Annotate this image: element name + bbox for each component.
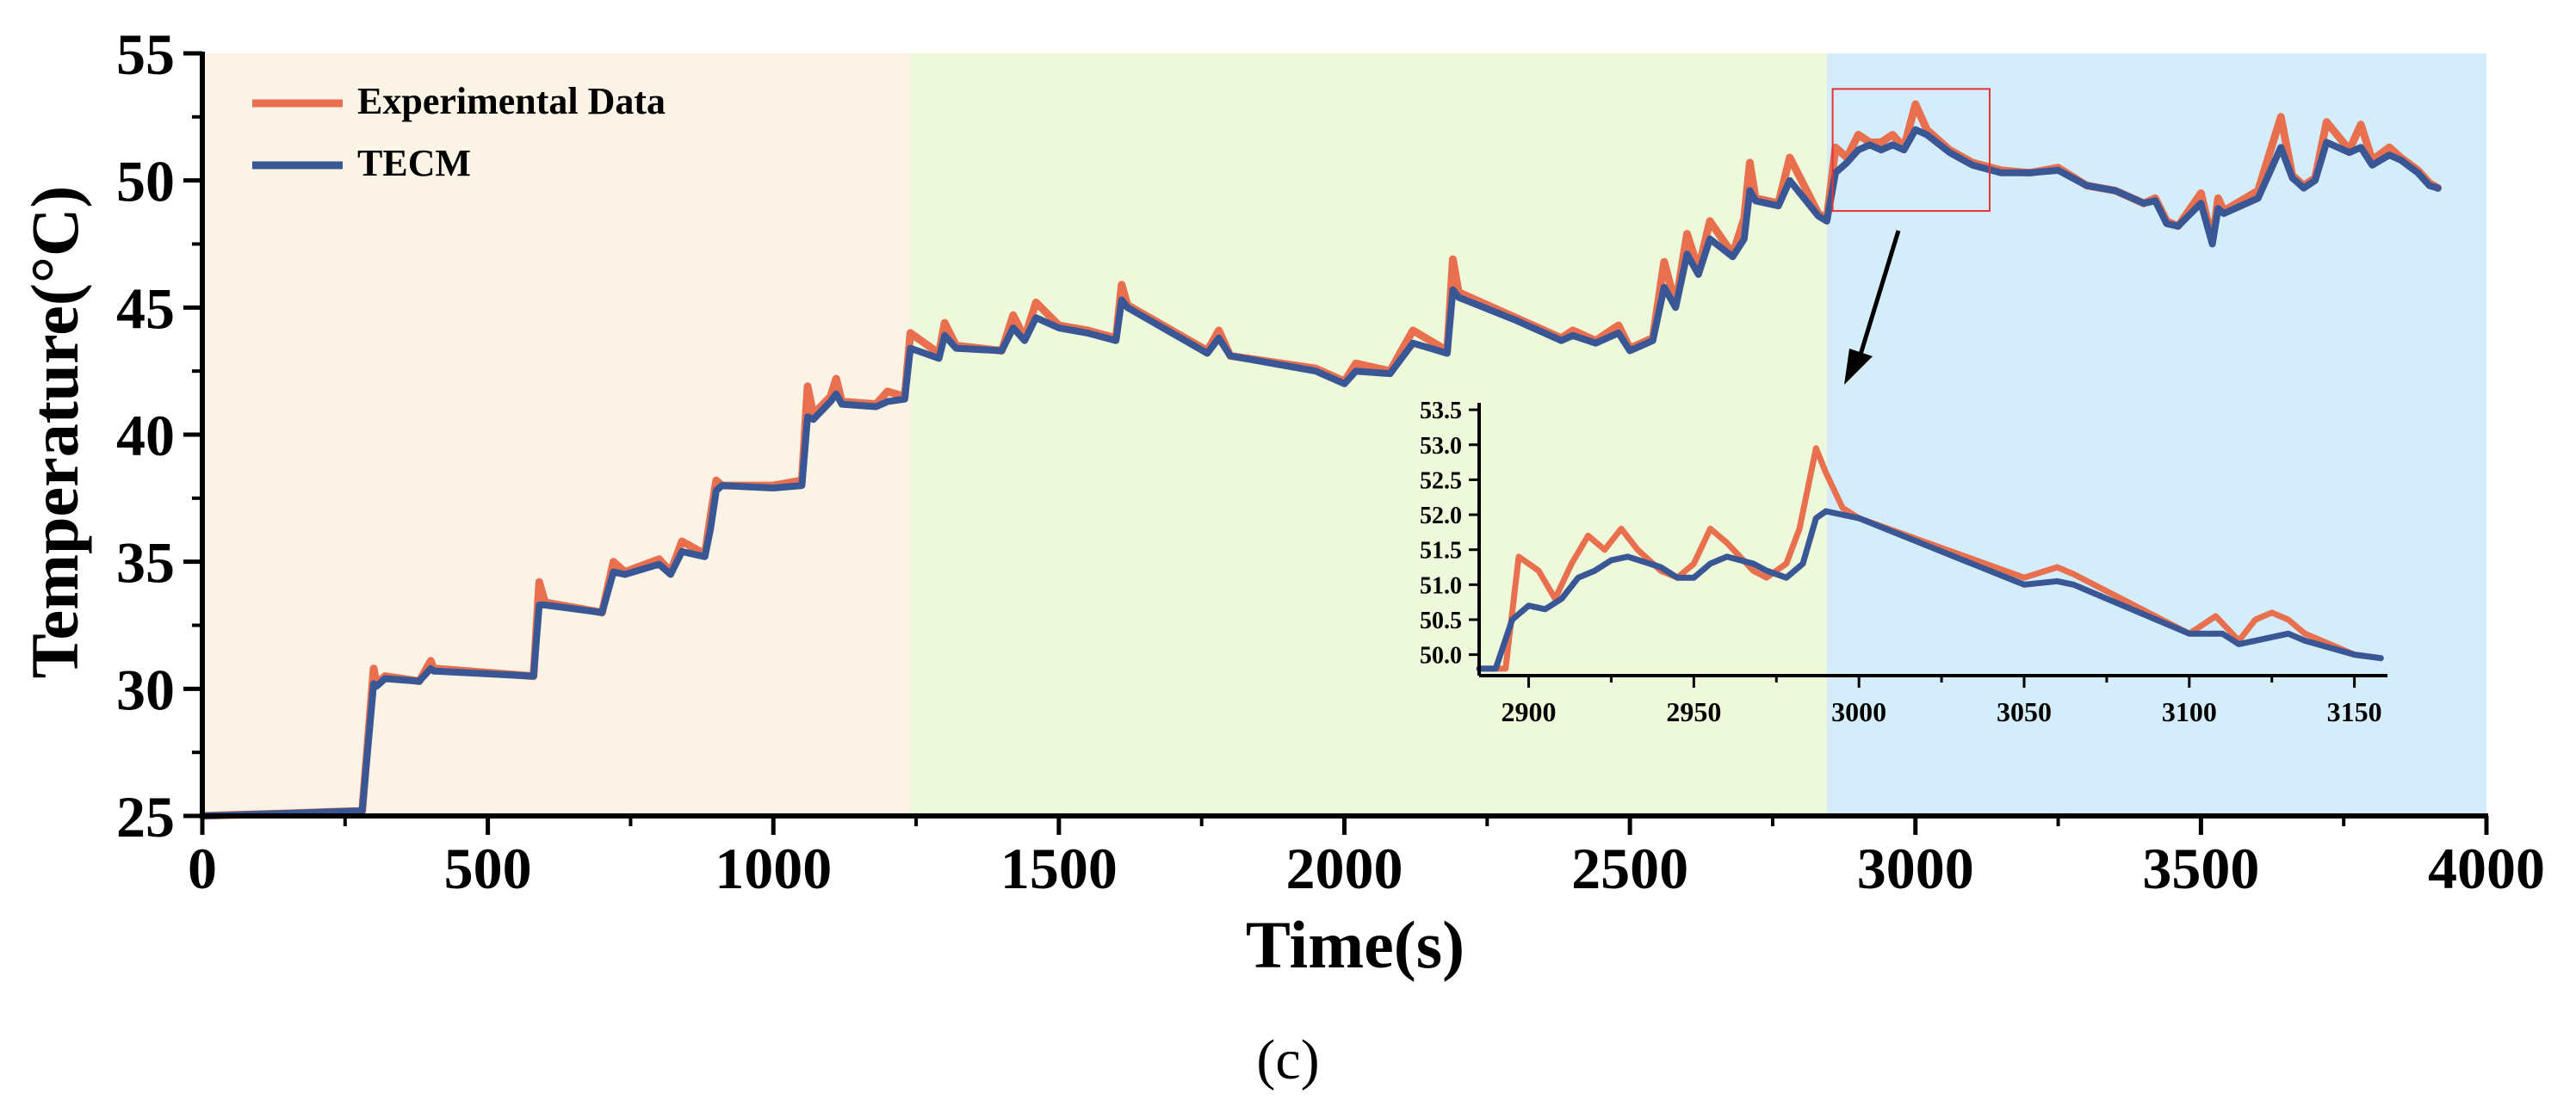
inset-x-tick-label: 2950 [1666,696,1721,727]
x-tick-label: 2000 [1286,836,1403,901]
x-tick-label: 1000 [715,836,832,901]
y-tick-label: 45 [116,275,175,341]
x-tick-label: 2500 [1571,836,1688,901]
inset-y-tick-label: 51.0 [1420,572,1462,599]
inset-y-tick-label: 52.0 [1420,503,1462,529]
y-tick-label: 30 [116,657,175,722]
x-tick-label: 3000 [1857,836,1974,901]
x-tick-label: 3500 [2142,836,2259,901]
legend-label-experimental: Experimental Data [357,80,666,122]
inset-y-tick-label: 51.5 [1420,538,1462,565]
y-tick-label: 35 [116,530,175,596]
legend-label-tecm: TECM [357,142,471,184]
inset-series-lines [1476,445,2384,672]
inset-y-tick-label: 50.5 [1420,608,1462,634]
series-tecm-line [199,126,2442,819]
inset-y-tick-label: 52.5 [1420,467,1462,494]
inset-y-tick-label: 53.5 [1420,398,1462,424]
y-tick-label: 25 [116,784,175,849]
y-tick-label: 40 [116,403,175,468]
y-axis-title: Temperature(°C) [17,186,92,679]
x-tick-label: 1500 [1000,836,1118,901]
region-2 [910,53,1827,816]
inset-x-tick-label: 3150 [2327,696,2382,727]
inset-y-tick-label: 53.0 [1420,433,1462,460]
inset-chart: 2900 2950 3000 3050 3100 3150 50.0 50.5 51.0 51.5… [1420,398,2387,727]
x-tick-label: 4000 [2428,836,2545,901]
inset-series-experimental-line [1476,445,2384,672]
y-tick-label: 50 [116,149,175,214]
region-3 [1826,53,2486,816]
inset-x-tick-label: 2900 [1502,696,1557,727]
region-backgrounds [202,53,2486,816]
main-axes: 0 500 1000 1500 2000 2500 3000 3500 4000 25 30 35 40… [116,22,2545,901]
inset-axes: 2900 2950 3000 3050 3100 3150 50.0 50.5 51.0 51.5… [1420,398,2387,727]
inset-y-tick-label: 50.0 [1420,643,1462,670]
zoom-arrow [1844,230,1901,385]
region-1 [202,53,911,816]
y-tick-label: 55 [116,22,175,87]
x-tick-label: 0 [188,836,217,901]
x-tick-label: 500 [444,836,532,901]
figure-caption: (c) [1256,1029,1319,1091]
inset-x-tick-label: 3100 [2162,696,2217,727]
x-axis-title: Time(s) [1246,907,1464,982]
inset-x-tick-label: 3050 [1997,696,2052,727]
zoom-box [1831,88,1991,213]
legend: Experimental Data TECM [252,80,666,184]
inset-series-tecm-line [1476,508,2384,672]
main-series-lines [198,100,2443,820]
inset-x-tick-label: 3000 [1831,696,1886,727]
